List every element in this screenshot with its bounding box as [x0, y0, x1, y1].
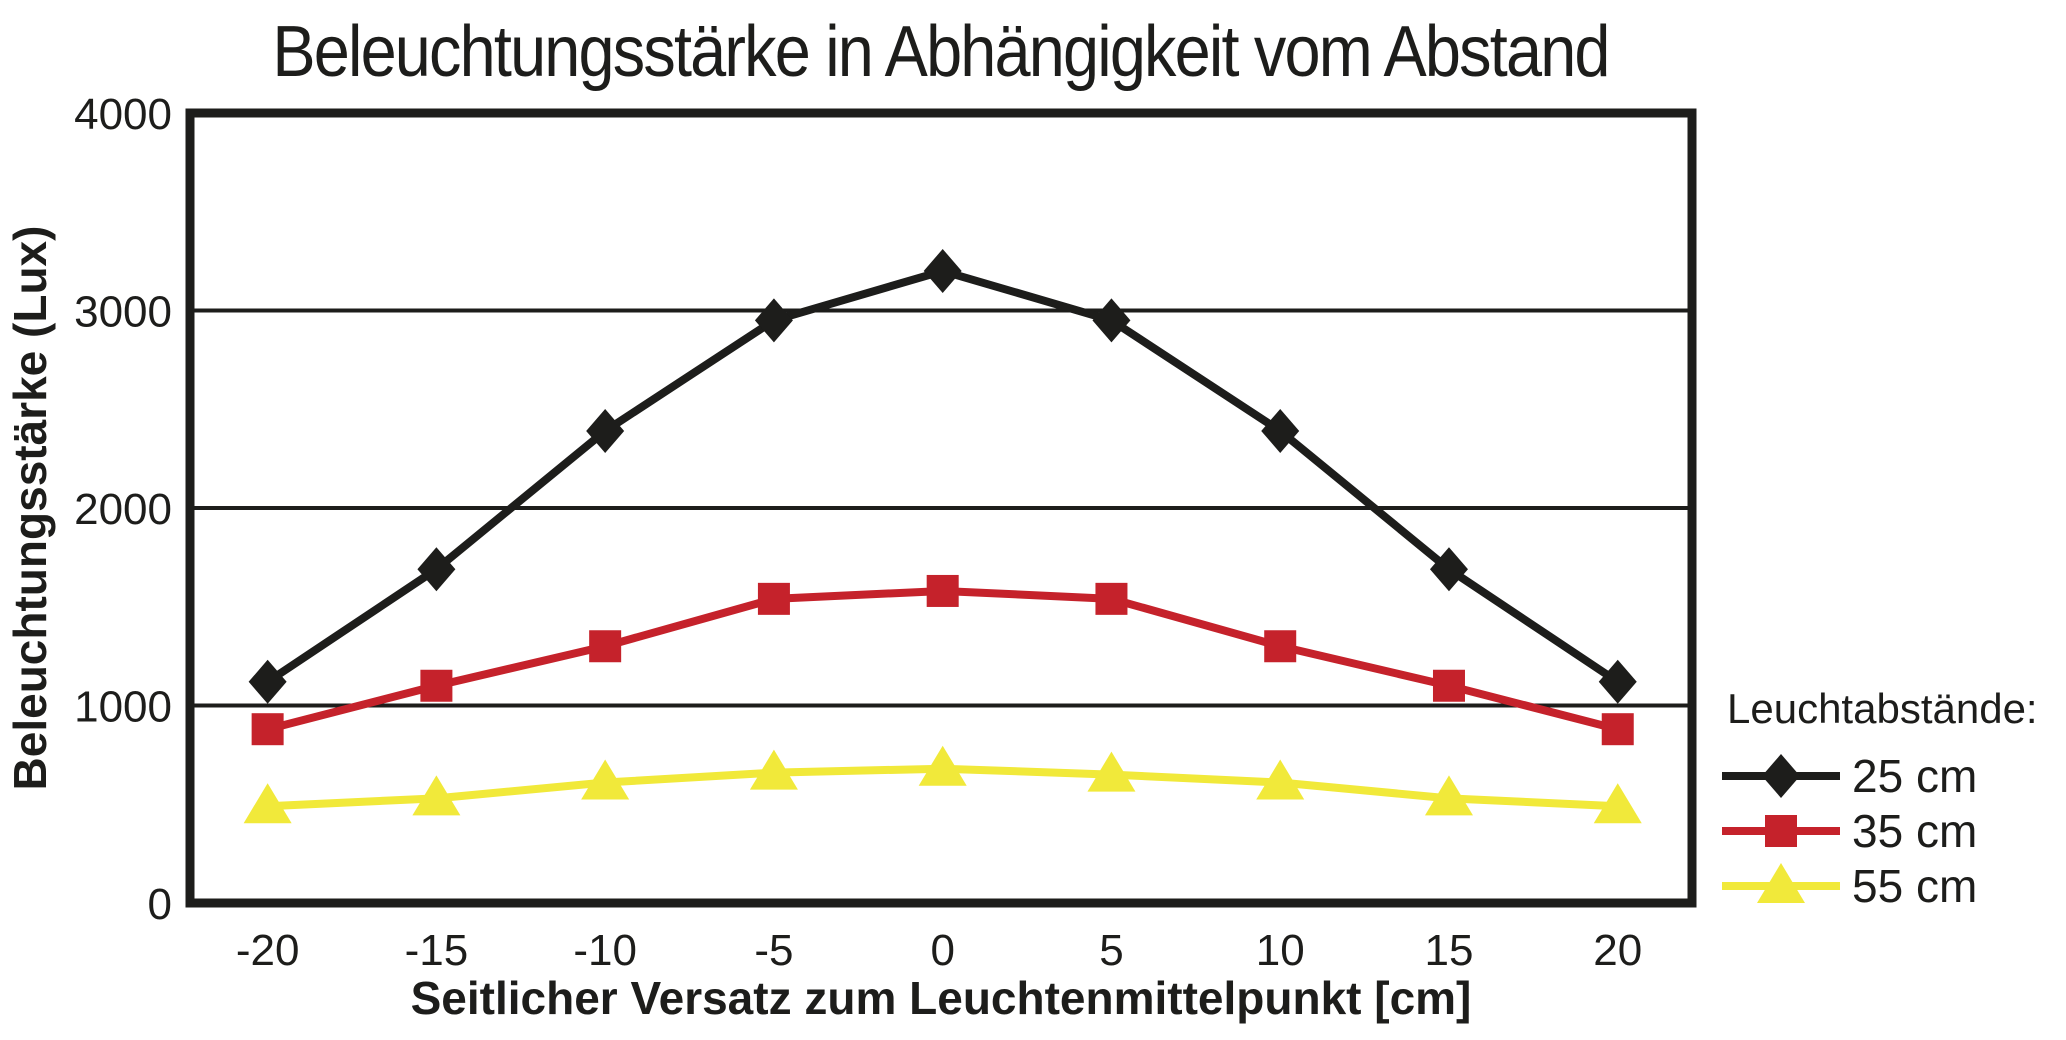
y-tick-label: 4000	[74, 90, 172, 139]
legend-item-55-cm-label: 55 cm	[1852, 860, 1977, 912]
series-25-cm-diamond-marker	[754, 298, 793, 343]
x-tick-label: 15	[1425, 926, 1474, 975]
series-35-cm-line	[266, 586, 1619, 734]
series-35-cm-square-marker	[251, 713, 284, 746]
series-55-cm-triangle-marker	[749, 749, 798, 790]
x-tick-label: 5	[1099, 926, 1123, 975]
series-55-cm-triangle-marker	[1424, 775, 1473, 816]
series-35-cm-square-marker	[420, 669, 453, 702]
series-35-cm-square-marker	[757, 582, 790, 615]
x-tick-label: -10	[573, 926, 637, 975]
tick-layer: 0 1000 2000 3000 4000 -20 -15 -10 -5 0 5 10 15 20	[74, 90, 1642, 975]
series-25-cm-diamond-marker	[1429, 547, 1468, 592]
x-tick-label: 20	[1593, 926, 1642, 975]
x-tick-label: 10	[1256, 926, 1305, 975]
series-35-cm-square-marker	[1601, 713, 1634, 746]
series-25-cm-diamond-marker	[248, 659, 287, 704]
legend-item-55-cm-triangle-marker	[1757, 863, 1805, 903]
legend-item-55-cm: 55 cm	[1722, 860, 1977, 912]
series-35-cm-square-marker	[1264, 630, 1297, 663]
x-tick-label: -20	[236, 926, 300, 975]
legend-item-35-cm-label: 35 cm	[1852, 805, 1977, 857]
y-tick-label: 3000	[74, 288, 172, 337]
series-55-cm-triangle-marker	[412, 775, 461, 816]
series-55-cm-triangle-marker	[918, 745, 967, 786]
series-layer	[243, 249, 1642, 824]
legend-item-35-cm-square-marker	[1765, 815, 1797, 847]
grid-layer	[190, 308, 1692, 708]
series-35-cm-square-marker	[589, 630, 622, 663]
series-25-cm-diamond-marker	[586, 408, 625, 453]
series-25-cm-diamond-marker	[1261, 408, 1300, 453]
legend-item-35-cm: 35 cm	[1722, 805, 1977, 857]
series-25-cm-diamond-marker	[1092, 298, 1131, 343]
series-35-cm	[251, 574, 1634, 746]
legend-item-25-cm-label: 25 cm	[1852, 750, 1977, 802]
legend-title: Leuchtabstände:	[1727, 685, 2038, 732]
x-axis-label: Seitlicher Versatz zum Leuchtenmittelpun…	[411, 972, 1472, 1024]
series-25-cm-diamond-marker	[417, 547, 456, 592]
y-tick-label: 2000	[74, 485, 172, 534]
series-55-cm-triangle-marker	[1087, 751, 1136, 792]
series-55-cm-triangle-marker	[243, 783, 292, 824]
series-35-cm-square-marker	[926, 574, 959, 607]
series-25-cm-diamond-marker	[923, 249, 962, 293]
x-tick-label: -15	[405, 926, 469, 975]
legend-item-25-cm-diamond-marker	[1762, 754, 1800, 798]
series-35-cm-square-marker	[1095, 582, 1128, 615]
series-25-cm-line	[265, 266, 1620, 686]
series-55-cm	[243, 745, 1642, 824]
series-25-cm	[248, 249, 1637, 704]
series-55-cm-triangle-marker	[581, 759, 630, 800]
x-tick-label: -5	[754, 926, 793, 975]
series-55-cm-triangle-marker	[1593, 783, 1642, 824]
y-axis-label: Beleuchtungsstärke (Lux)	[4, 226, 56, 791]
series-55-cm-triangle-marker	[1256, 759, 1305, 800]
series-25-cm-diamond-marker	[1598, 659, 1637, 704]
legend-item-25-cm: 25 cm	[1722, 750, 1977, 802]
chart-title: Beleuchtungsstärke in Abhängigkeit vom A…	[272, 11, 1608, 92]
y-tick-label: 0	[148, 880, 172, 929]
x-tick-label: 0	[930, 926, 954, 975]
series-35-cm-square-marker	[1432, 669, 1465, 702]
plot-border	[185, 108, 1697, 908]
y-tick-label: 1000	[74, 683, 172, 732]
chart-title-group: Beleuchtungsstärke in Abhängigkeit vom A…	[272, 11, 1610, 92]
